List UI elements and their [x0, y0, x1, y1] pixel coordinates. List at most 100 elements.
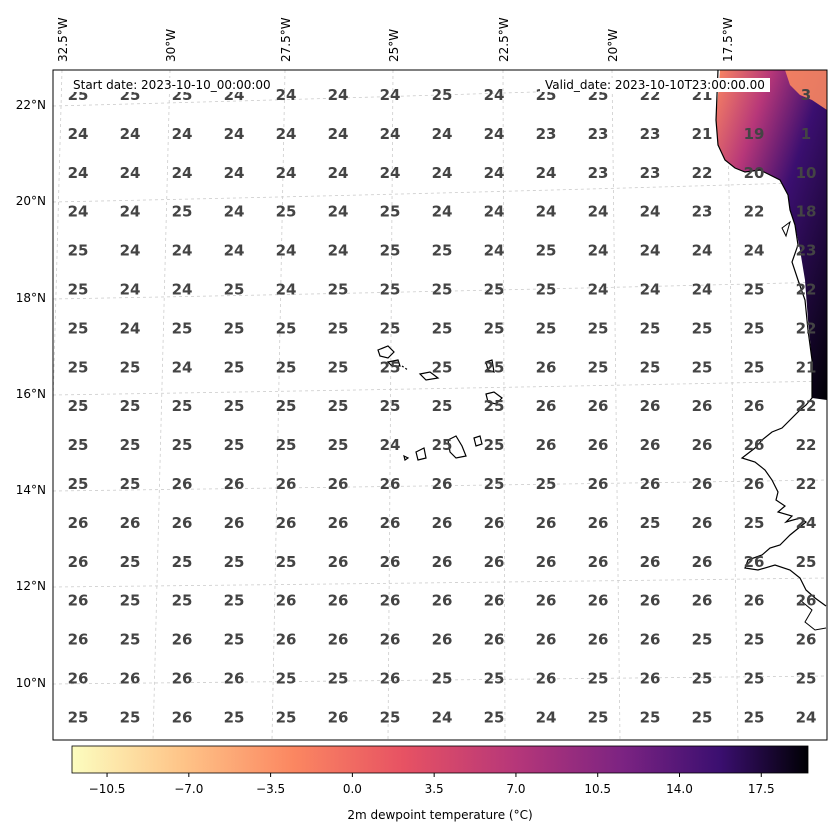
dewpoint-value: 26: [380, 514, 401, 532]
colorbar-tick-label: −10.5: [88, 782, 126, 796]
dewpoint-value: 1: [801, 125, 811, 143]
dewpoint-value: 25: [744, 514, 765, 532]
dewpoint-value: 26: [224, 475, 245, 493]
dewpoint-value: 25: [432, 397, 453, 415]
dewpoint-value: 22: [796, 281, 817, 299]
dewpoint-value: 25: [276, 397, 297, 415]
dewpoint-value: 24: [692, 242, 713, 260]
dewpoint-value: 25: [692, 670, 713, 688]
colorbar-tick-label: −3.5: [256, 782, 286, 796]
dewpoint-value: 24: [484, 125, 505, 143]
dewpoint-value: 25: [432, 281, 453, 299]
latitude-label: 22°N: [15, 98, 46, 112]
dewpoint-value: 26: [328, 514, 349, 532]
dewpoint-value: 26: [640, 553, 661, 571]
dewpoint-value: 26: [328, 592, 349, 610]
dewpoint-value: 25: [484, 319, 505, 337]
dewpoint-value: 24: [224, 125, 245, 143]
dewpoint-value: 26: [692, 436, 713, 454]
dewpoint-value: 25: [120, 358, 141, 376]
dewpoint-value: 25: [588, 319, 609, 337]
longitude-label: 25°W: [387, 28, 401, 62]
dewpoint-value: 24: [640, 281, 661, 299]
dewpoint-value: 23: [588, 164, 609, 182]
dewpoint-value: 24: [744, 242, 765, 260]
dewpoint-value: 24: [68, 203, 89, 221]
dewpoint-value: 25: [380, 242, 401, 260]
dewpoint-value: 25: [640, 319, 661, 337]
dewpoint-value: 25: [380, 203, 401, 221]
dewpoint-value: 25: [120, 631, 141, 649]
dewpoint-value: 25: [120, 397, 141, 415]
dewpoint-value: 23: [588, 125, 609, 143]
dewpoint-value: 26: [224, 514, 245, 532]
dewpoint-value: 25: [68, 281, 89, 299]
dewpoint-value: 25: [432, 86, 453, 104]
dewpoint-value: 22: [796, 319, 817, 337]
dewpoint-value: 26: [276, 475, 297, 493]
dewpoint-value: 24: [380, 125, 401, 143]
dewpoint-value: 25: [224, 592, 245, 610]
dewpoint-value: 25: [380, 358, 401, 376]
africa-coastline: [715, 70, 827, 607]
dewpoint-value: 26: [328, 708, 349, 726]
dewpoint-value: 26: [380, 592, 401, 610]
dewpoint-value: 24: [276, 281, 297, 299]
dewpoint-value: 26: [536, 514, 557, 532]
dewpoint-value: 25: [484, 436, 505, 454]
dewpoint-value: 26: [692, 397, 713, 415]
dewpoint-value: 26: [692, 514, 713, 532]
dewpoint-value: 24: [68, 125, 89, 143]
latitude-label: 20°N: [15, 194, 46, 208]
start-date-label: Start date: 2023-10-10_00:00:00: [68, 78, 276, 92]
dewpoint-value: 25: [68, 708, 89, 726]
dewpoint-value: 24: [588, 242, 609, 260]
latitude-label: 16°N: [15, 387, 46, 401]
colorbar-tick-label: 3.5: [424, 782, 444, 796]
dewpoint-value: 25: [276, 203, 297, 221]
dewpoint-value: 25: [380, 319, 401, 337]
dewpoint-value: 26: [432, 631, 453, 649]
dewpoint-value: 21: [796, 358, 817, 376]
dewpoint-value: 24: [380, 164, 401, 182]
dewpoint-value: 25: [640, 514, 661, 532]
dewpoint-value: 25: [380, 708, 401, 726]
dewpoint-value: 26: [588, 553, 609, 571]
dewpoint-value: 26: [536, 592, 557, 610]
dewpoint-value: 24: [172, 242, 193, 260]
dewpoint-value: 26: [276, 592, 297, 610]
dewpoint-value: 25: [68, 358, 89, 376]
dewpoint-value: 25: [120, 708, 141, 726]
dewpoint-value: 25: [744, 708, 765, 726]
longitude-label: 17.5°W: [721, 17, 735, 62]
dewpoint-value: 25: [68, 436, 89, 454]
dewpoint-value: 25: [224, 397, 245, 415]
dewpoint-value: 26: [536, 631, 557, 649]
dewpoint-value: 25: [484, 475, 505, 493]
dewpoint-value: 25: [640, 708, 661, 726]
dewpoint-value: 25: [172, 592, 193, 610]
dewpoint-value: 24: [224, 164, 245, 182]
longitude-label: 32.5°W: [56, 17, 70, 62]
dewpoint-value: 26: [68, 670, 89, 688]
dewpoint-value: 24: [68, 164, 89, 182]
dewpoint-value: 24: [276, 86, 297, 104]
dewpoint-value: 26: [380, 670, 401, 688]
dewpoint-value: 25: [68, 397, 89, 415]
dewpoint-value: 25: [484, 670, 505, 688]
dewpoint-value: 24: [328, 125, 349, 143]
dewpoint-value: 26: [536, 553, 557, 571]
dewpoint-value: 25: [172, 553, 193, 571]
dewpoint-value: 25: [328, 436, 349, 454]
dewpoint-value: 25: [276, 708, 297, 726]
latitude-label: 10°N: [15, 676, 46, 690]
dewpoint-value: 22: [796, 397, 817, 415]
dewpoint-value: 25: [536, 475, 557, 493]
dewpoint-value: 22: [692, 164, 713, 182]
dewpoint-value: 25: [744, 358, 765, 376]
longitude-label: 27.5°W: [279, 17, 293, 62]
dewpoint-value: 24: [536, 164, 557, 182]
dewpoint-value: 24: [536, 203, 557, 221]
dewpoint-value: 26: [328, 475, 349, 493]
